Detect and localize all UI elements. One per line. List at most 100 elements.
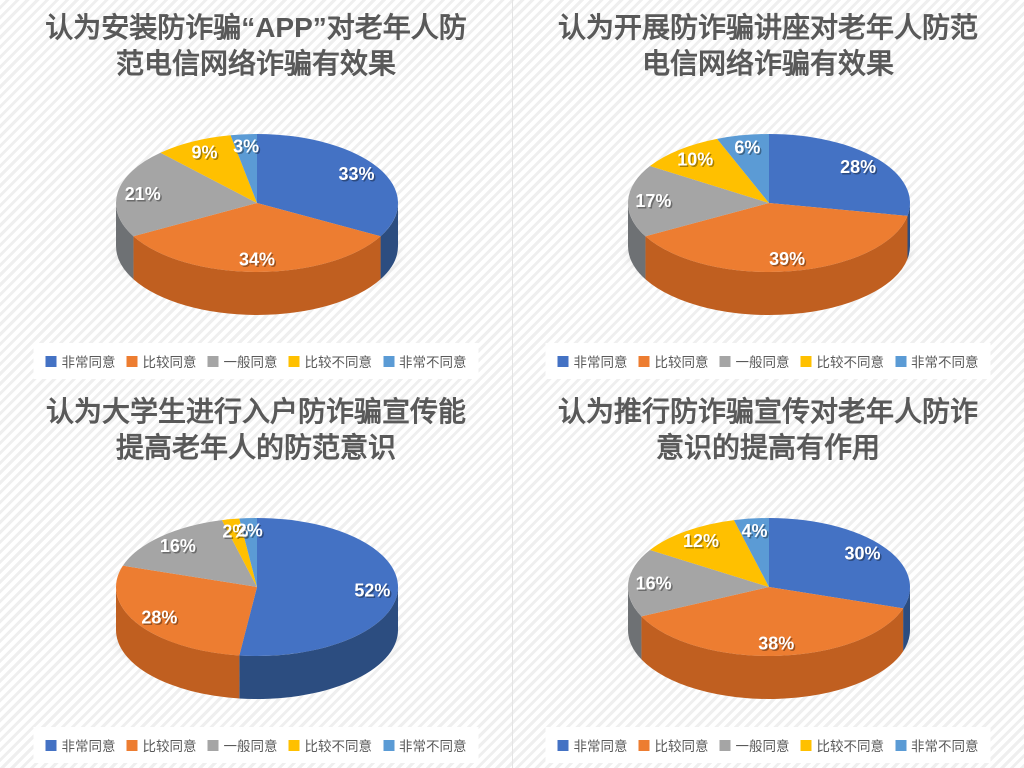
legend-swatch <box>288 355 300 367</box>
pie-slice-side <box>641 608 904 699</box>
legend-item: 非常不同意 <box>383 351 467 371</box>
chart-title-line-1: 认为大学生进行入户防诈骗宣传能 <box>45 396 466 427</box>
pie-slice-label: 38% <box>758 633 794 653</box>
legend-label: 一般同意 <box>223 739 278 754</box>
legend-item: 非常同意 <box>557 351 628 371</box>
legend-item: 非常不同意 <box>383 735 467 755</box>
pie-slice-label-shadow: 52% <box>356 582 392 602</box>
legend-label: 比较同意 <box>654 355 709 370</box>
legend-swatch <box>383 739 394 751</box>
chart-title: 认为大学生进行入户防诈骗宣传能 提高老年人的防范意识 <box>4 394 508 466</box>
pie-slice-label-shadow: 38% <box>760 635 796 655</box>
pie-slice-side <box>380 203 398 280</box>
pie-slice <box>649 520 769 587</box>
legend-label: 非常同意 <box>61 739 116 754</box>
pie-slice-label: 9% <box>192 143 218 163</box>
pie-slice <box>122 520 257 587</box>
pie-slice <box>221 518 257 587</box>
pie-chart: 33%33%34%34%21%21%9%9% 3%3% <box>116 134 398 315</box>
legend-item: 比较同意 <box>126 351 197 371</box>
pie-slice-side <box>239 587 398 699</box>
legend-swatch <box>45 739 57 751</box>
pie-slice-label: 4% <box>742 521 768 541</box>
legend-item: 非常不同意 <box>895 735 979 755</box>
pie-slice <box>230 134 257 203</box>
pie-slice-label-shadow: 9% <box>193 144 219 164</box>
legend-swatch <box>383 355 394 367</box>
legend-item: 比较不同意 <box>288 735 373 755</box>
legend-item: 一般同意 <box>719 351 790 371</box>
pie-slice-label: 17% <box>635 191 671 211</box>
legend-label: 非常不同意 <box>911 355 979 370</box>
legend-label: 一般同意 <box>735 739 790 754</box>
pie-slice <box>628 550 769 617</box>
chart-legend: 非常同意 比较同意 一般同意 比较不同意 非常不同意 <box>33 343 479 379</box>
pie-chart-panel-app: 认为安装防诈骗“APP”对老年人防 范电信网络诈骗有效果 33% 33% 34% 34… <box>0 0 512 384</box>
legend-label: 比较不同意 <box>816 739 885 754</box>
legend-label: 非常不同意 <box>911 739 979 754</box>
legend-label: 非常同意 <box>61 355 116 370</box>
pie-chart: 28%28%39%39%17%17%10%10%6%6% <box>628 134 910 315</box>
pie-slice-label: 28% <box>840 157 876 177</box>
legend-label: 非常同意 <box>573 739 628 754</box>
pie-slice-label-shadow: 17% <box>637 193 673 213</box>
pie-slice-label: 21% <box>125 184 161 204</box>
legend-item: 比较同意 <box>638 351 709 371</box>
pie-slice-label: 39% <box>769 249 805 269</box>
pie-slice <box>239 518 399 656</box>
pie-slice-label-shadow: 6% <box>736 139 762 159</box>
chart-title: 认为安装防诈骗“APP”对老年人防 范电信网络诈骗有效果 <box>4 10 508 82</box>
legend-swatch <box>638 739 650 751</box>
legend-label: 比较不同意 <box>816 355 885 370</box>
pie-slice-side <box>116 203 134 280</box>
legend-swatch <box>719 739 731 751</box>
pie-slice-label: 52% <box>354 581 390 601</box>
legend-swatch <box>895 355 906 367</box>
pie-slice-label-shadow: 16% <box>637 575 673 595</box>
panel-divider-line <box>512 0 513 768</box>
legend-item: 非常同意 <box>557 735 628 755</box>
legend-item: 非常不同意 <box>895 351 979 371</box>
legend-swatch <box>126 355 138 367</box>
pie-slice-label-shadow: 12% <box>685 533 721 553</box>
pie-slice-label-shadow: 21% <box>126 186 162 206</box>
pie-slice <box>115 565 257 656</box>
pie-slice <box>628 166 769 237</box>
pie-slice <box>645 203 908 272</box>
pie-slice-label-shadow: 4% <box>743 522 769 542</box>
legend-swatch <box>126 739 138 751</box>
pie-slice <box>769 134 910 216</box>
pie-slice <box>717 134 769 203</box>
legend-label: 非常不同意 <box>399 739 467 754</box>
pie-slice <box>116 152 257 237</box>
legend-item: 非常同意 <box>45 735 116 755</box>
legend-item: 一般同意 <box>207 735 278 755</box>
pie-chart-panel-door-to-door: 认为大学生进行入户防诈骗宣传能 提高老年人的防范意识 52% 52% 28% 28% 1… <box>0 384 512 768</box>
pie-slice <box>160 135 257 203</box>
legend-label: 比较不同意 <box>304 739 373 754</box>
legend-label: 一般同意 <box>223 355 278 370</box>
legend-item: 比较不同意 <box>800 351 885 371</box>
pie-slice <box>649 138 769 203</box>
pie-slice-side <box>628 587 642 660</box>
pie-chart: 30%30%38%38%16%16%12%12% 4%4% <box>628 518 910 699</box>
pie-slice <box>133 203 381 272</box>
pie-slice-label: 16% <box>160 536 196 556</box>
pie-slice-label: 30% <box>845 544 881 564</box>
pie-chart-panel-promotion: 认为推行防诈骗宣传对老年人防诈 意识的提高有作用 30% 30% 38% 38% 16%… <box>512 384 1024 768</box>
legend-item: 非常同意 <box>45 351 116 371</box>
chart-title-line-2: 意识的提高有作用 <box>655 431 880 463</box>
pie-slice-label: 12% <box>683 531 719 551</box>
chart-title: 认为推行防诈骗宣传对老年人防诈 意识的提高有作用 <box>516 394 1020 466</box>
legend-item: 一般同意 <box>207 351 278 371</box>
legend-label: 非常不同意 <box>399 355 467 370</box>
pie-slice <box>733 518 769 587</box>
legend-swatch <box>288 739 300 751</box>
legend-label: 比较同意 <box>142 739 197 754</box>
legend-label: 比较同意 <box>142 355 197 370</box>
chart-legend: 非常同意 比较同意 一般同意 比较不同意 非常不同意 <box>545 343 991 379</box>
pie-slice-label: 2% <box>237 521 263 541</box>
pie-slice <box>641 587 904 656</box>
pie-slice-side <box>116 587 240 699</box>
